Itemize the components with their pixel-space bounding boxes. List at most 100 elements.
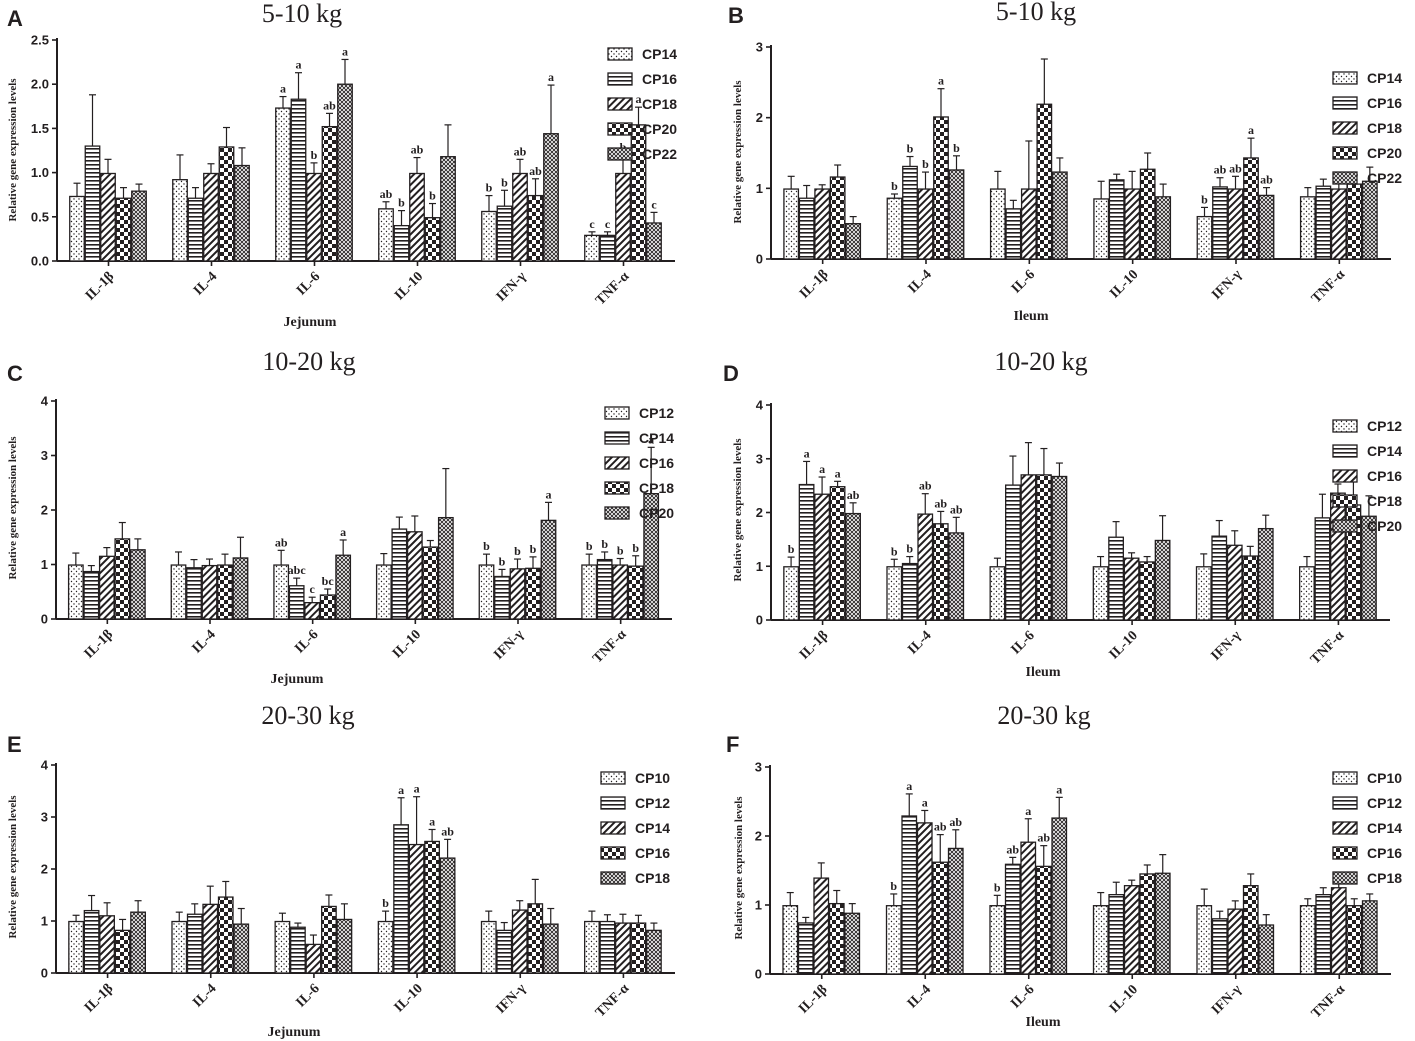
bar: [783, 188, 800, 260]
significance-label: ab: [934, 496, 947, 510]
significance-label: ab: [950, 502, 963, 516]
legend-label: CP12: [635, 795, 670, 811]
bar: [525, 567, 541, 620]
legend-label: CP10: [635, 770, 670, 786]
significance-label: a: [546, 487, 552, 501]
legend-swatch: [604, 481, 630, 495]
legend-swatch: [600, 796, 626, 810]
bar: [232, 557, 249, 620]
significance-label: ab: [847, 488, 860, 502]
y-tick-label: 1: [41, 914, 48, 929]
bar: [378, 208, 394, 262]
legend-swatch: [607, 47, 633, 61]
x-tick-label: IL-6: [294, 269, 323, 298]
x-tick-label: IL-6: [292, 627, 321, 656]
bar: [814, 188, 831, 260]
significance-label: a: [342, 44, 348, 58]
bar: [814, 493, 830, 621]
significance-label: b: [994, 880, 1001, 894]
bar: [83, 909, 100, 974]
panel-letter: B: [728, 3, 744, 28]
bar: [901, 815, 918, 975]
bar: [1257, 527, 1274, 621]
y-tick-label: 3: [41, 448, 48, 463]
bar: [114, 929, 131, 974]
significance-label: b: [953, 141, 960, 155]
bar: [1139, 561, 1155, 621]
bar: [1036, 103, 1053, 260]
bar: [234, 164, 250, 262]
significance-label: a: [1056, 782, 1062, 796]
bar: [1314, 517, 1331, 621]
legend-swatch: [604, 456, 630, 470]
x-tick-label: IL-4: [190, 627, 219, 656]
bar: [67, 564, 84, 620]
x-tick-label: IL-4: [906, 267, 935, 296]
y-tick-label: 3: [755, 760, 762, 775]
bar: [480, 920, 497, 974]
legend-swatch: [600, 846, 626, 860]
significance-label: a: [636, 92, 642, 106]
bar: [783, 566, 799, 621]
legend-swatch: [1332, 444, 1358, 458]
y-tick-label: 0: [756, 613, 763, 628]
legend-swatch: [600, 871, 626, 885]
bar: [99, 915, 115, 974]
bar: [1139, 873, 1156, 975]
bar: [917, 188, 934, 260]
legend-label: CP16: [1367, 468, 1402, 484]
bar: [1243, 157, 1259, 260]
legend-label: CP20: [642, 121, 677, 137]
significance-label: b: [398, 196, 405, 210]
significance-label: ab: [1037, 831, 1050, 845]
y-tick-label: 0.5: [31, 209, 49, 224]
panel-letter: E: [7, 732, 22, 757]
bar: [596, 558, 613, 620]
y-tick-label: 1.5: [31, 121, 49, 136]
y-tick-label: 1: [756, 181, 763, 196]
bar: [130, 911, 146, 974]
bar: [1242, 555, 1259, 621]
bar: [1092, 566, 1109, 621]
bar: [202, 903, 219, 974]
bar: [1212, 186, 1228, 260]
significance-label: b: [501, 175, 508, 189]
bar: [615, 172, 631, 262]
significance-label: ab: [919, 479, 932, 493]
legend-label: CP22: [1367, 170, 1402, 186]
bar: [581, 564, 598, 620]
bar: [306, 172, 322, 262]
y-tick-label: 1: [756, 559, 763, 574]
bar: [437, 516, 454, 620]
bar: [335, 554, 352, 620]
significance-label: a: [922, 795, 928, 809]
significance-label: ab: [934, 820, 947, 834]
legend-swatch: [604, 506, 630, 520]
legend-label: CP14: [1367, 443, 1402, 459]
legend-swatch: [1332, 96, 1358, 110]
bar: [1005, 208, 1022, 260]
x-tick-label: IL-6: [1009, 267, 1038, 296]
bar: [527, 194, 544, 262]
y-tick-label: 3: [756, 451, 763, 466]
significance-label: ab: [1006, 842, 1019, 856]
legend-label: CP18: [1367, 493, 1402, 509]
bar: [1330, 887, 1347, 975]
x-tick-label: IL-10: [1107, 628, 1141, 662]
y-axis-label: Relative gene expression levels: [7, 436, 19, 580]
significance-label: b: [891, 544, 898, 558]
significance-label: b: [907, 142, 914, 156]
bar: [1108, 536, 1124, 621]
bar: [1315, 894, 1332, 975]
legend-label: CP22: [642, 146, 677, 162]
y-tick-label: 0: [755, 967, 762, 982]
legend-label: CP20: [1367, 518, 1402, 534]
bar: [290, 98, 307, 262]
y-tick-label: 2.5: [31, 33, 49, 48]
significance-label: a: [340, 525, 346, 539]
y-tick-label: 2: [756, 505, 763, 520]
legend-swatch: [607, 122, 633, 136]
x-tick-label: IFN-γ: [494, 269, 530, 305]
bar: [481, 210, 497, 262]
bar: [845, 512, 861, 621]
